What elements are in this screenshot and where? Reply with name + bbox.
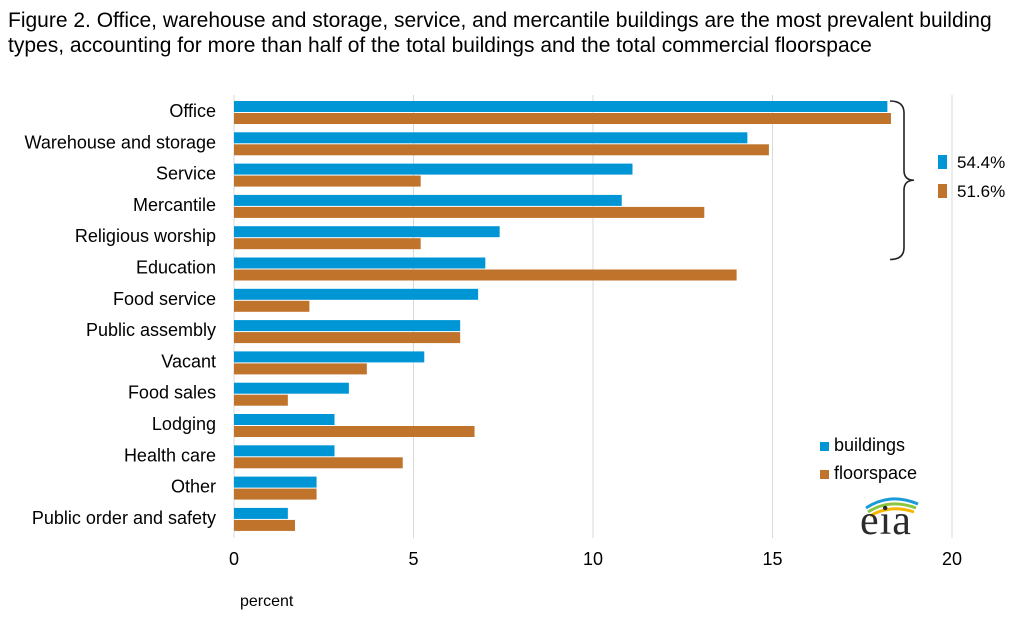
x-tick-label: 20 xyxy=(942,549,962,569)
category-label: Food sales xyxy=(128,383,216,403)
category-label: Warehouse and storage xyxy=(25,132,216,152)
bar-floorspace xyxy=(234,457,403,469)
bar-buildings xyxy=(234,132,748,144)
bar-buildings xyxy=(234,445,335,457)
x-tick-label: 15 xyxy=(762,549,782,569)
bar-buildings xyxy=(234,476,317,488)
bar-buildings xyxy=(234,257,486,269)
bars xyxy=(234,101,891,531)
category-label: Religious worship xyxy=(75,226,216,246)
bar-floorspace xyxy=(234,113,891,124)
category-label: Public assembly xyxy=(86,320,216,340)
legend-swatch-floorspace xyxy=(820,470,829,479)
bracket-label: 54.4% xyxy=(957,153,1005,172)
bar-buildings xyxy=(234,288,479,300)
x-tick-label: 5 xyxy=(408,549,418,569)
bar-buildings xyxy=(234,382,349,394)
category-label: Mercantile xyxy=(133,195,216,215)
eia-logo-text: eia xyxy=(860,498,912,544)
bar-buildings xyxy=(234,320,461,332)
bar-buildings xyxy=(234,226,500,238)
bracket-label: 51.6% xyxy=(957,182,1005,201)
bar-floorspace xyxy=(234,300,310,312)
category-label: Office xyxy=(169,101,216,121)
legend-label: floorspace xyxy=(834,463,917,483)
bracket-swatch-floorspace xyxy=(938,184,947,198)
eia-logo: eia xyxy=(856,494,926,546)
bar-floorspace xyxy=(234,332,461,344)
bar-buildings xyxy=(234,414,335,425)
logo-swoosh-blue xyxy=(865,497,919,510)
category-label: Education xyxy=(136,258,216,278)
bar-floorspace xyxy=(234,206,705,218)
x-tick-label: 10 xyxy=(583,549,603,569)
category-label: Food service xyxy=(113,289,216,309)
legend-swatch-buildings xyxy=(820,442,829,451)
category-labels: Office Warehouse and storage Service Mercan… xyxy=(25,101,216,528)
legend: buildings floorspace xyxy=(820,435,917,483)
category-label: Vacant xyxy=(161,351,216,371)
bar-floorspace xyxy=(234,238,421,250)
logo-swoosh-yellow xyxy=(869,507,915,518)
bar-floorspace xyxy=(234,394,288,406)
category-label: Service xyxy=(156,164,216,184)
bar-buildings xyxy=(234,194,622,206)
bracket-annotation: 54.4% 51.6% xyxy=(889,100,1005,261)
bar-floorspace xyxy=(234,144,769,156)
bar-floorspace xyxy=(234,269,737,281)
x-tick-label: 0 xyxy=(229,549,239,569)
category-label: Health care xyxy=(124,445,216,465)
bracket-swatch-buildings xyxy=(938,155,947,169)
bar-floorspace xyxy=(234,488,317,500)
curly-brace xyxy=(889,100,915,261)
category-label: Public order and safety xyxy=(32,508,216,528)
category-label: Lodging xyxy=(152,414,216,434)
bar-buildings xyxy=(234,507,288,519)
chart-title: Figure 2. Office, warehouse and storage,… xyxy=(8,9,992,57)
legend-label: buildings xyxy=(834,435,905,455)
bar-floorspace xyxy=(234,175,421,187)
bar-floorspace xyxy=(234,426,475,437)
logo-swoosh-green xyxy=(867,502,917,514)
eia-logo-swoosh xyxy=(865,497,919,518)
category-label: Other xyxy=(171,477,216,497)
bar-floorspace xyxy=(234,363,367,375)
bar-buildings xyxy=(234,351,425,363)
bar-buildings xyxy=(234,163,633,175)
bar-buildings xyxy=(234,101,888,112)
bar-floorspace xyxy=(234,519,296,531)
x-tick-labels: 0 5 10 15 20 xyxy=(229,549,962,569)
x-axis-title: percent xyxy=(240,593,294,610)
